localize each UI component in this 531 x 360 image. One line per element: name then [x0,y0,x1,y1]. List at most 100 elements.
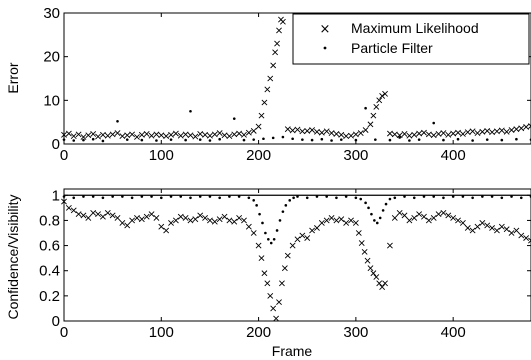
y-tick-label: 0.2 [39,288,60,305]
ml-point [221,213,228,220]
ml-point [258,255,265,262]
ml-point [469,128,476,135]
confidence-plot-frame [63,188,531,322]
pf-point [442,196,445,200]
error-plot-y-axis-label: Error [5,62,21,93]
ml-point [95,211,101,218]
ml-point [445,212,452,219]
ml-point [236,214,243,221]
ml-point [109,131,116,138]
pf-point [281,210,285,213]
ml-point [168,220,174,226]
pf-point [101,139,105,143]
ml-point [270,305,277,312]
ml-point [129,217,136,224]
legend: × Maximum Likelihood Particle Filter [292,13,530,65]
pf-point [247,196,251,200]
pf-point [82,138,85,142]
pf-point [275,229,279,232]
ml-point [314,128,320,135]
ml-point [231,218,238,225]
ml-point [440,209,447,216]
ml-point [231,131,238,138]
pf-point [378,216,382,220]
legend-entry-particle-filter: Particle Filter [323,40,433,56]
ml-point [338,131,345,138]
pf-point [237,195,241,198]
ml-point [65,204,72,211]
confidence-plot-marks [61,194,531,322]
pf-point [471,196,474,200]
pf-point [125,138,129,141]
pf-point [515,137,518,141]
pf-point [262,137,265,141]
pf-point [381,209,385,212]
pf-point [218,196,221,200]
ml-point [455,129,461,136]
ml-point [508,127,515,133]
ml-point [75,211,82,218]
ml-point [172,217,179,224]
pf-point [159,196,163,200]
ml-point [494,227,500,234]
pf-point [422,195,426,198]
ml-point [421,213,427,220]
ml-point [158,132,165,139]
pf-point [432,121,436,125]
ml-point [396,132,403,139]
ml-point [192,216,199,223]
pf-point [258,212,261,216]
error-plot-ticks: 0 100 200 300 400 0 10 20 30 [43,5,531,164]
pf-point [500,138,504,142]
pf-point [72,139,76,142]
pf-point [510,195,513,198]
x-tick-label: 100 [149,147,174,164]
pf-point [255,204,258,207]
ml-point [370,270,377,277]
pf-point [179,195,183,198]
y-tick-label: 10 [43,92,60,109]
ml-point [469,227,476,234]
ml-point [304,127,311,134]
ml-point [523,124,530,130]
pf-point [278,219,282,222]
ml-point [226,133,233,140]
confidence-plot-x-axis-label: Frame [272,343,313,359]
pf-point [140,195,144,198]
pf-point [189,196,192,200]
ml-point [318,129,325,136]
ml-point [264,280,271,287]
ml-point [289,242,296,249]
ml-point [226,217,233,224]
pf-point [208,195,212,198]
pf-point [292,196,295,200]
ml-point [333,131,340,137]
pf-point [252,138,256,141]
ml-point [338,216,345,223]
ml-point [221,132,228,139]
pf-point [269,241,273,245]
pf-point [208,139,212,142]
ml-point [75,131,82,138]
ml-point [358,240,365,246]
x-tick-label: 300 [343,147,368,164]
pf-point [301,138,304,141]
ml-point [379,93,386,99]
pf-point [218,137,221,141]
ml-point [484,222,491,229]
ml-point [273,315,280,322]
ml-point [182,214,189,221]
ml-point [489,225,496,231]
pf-point [111,195,114,198]
pf-point [291,137,294,141]
ml-point [494,128,500,135]
ml-point [416,130,423,137]
pf-point [261,221,264,225]
ml-point [455,217,461,224]
y-tick-label: 0.4 [39,263,60,280]
ml-point [216,130,223,137]
pf-point [232,117,236,120]
ml-point [272,49,279,56]
ml-point [104,132,111,139]
ml-point [333,217,340,224]
